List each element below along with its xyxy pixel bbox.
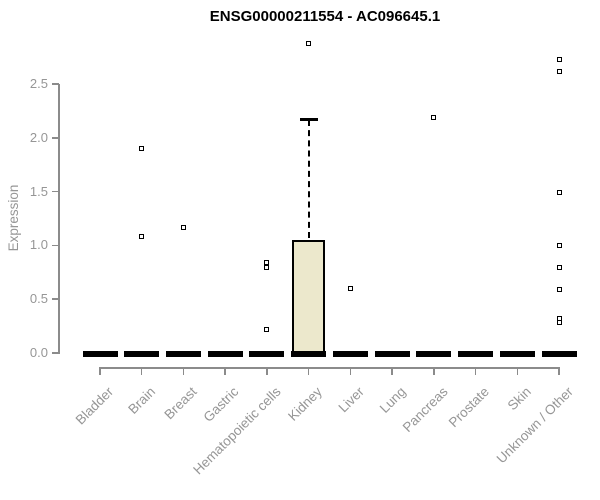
median-bar (499, 350, 535, 357)
median-bar (332, 350, 368, 357)
x-tick (433, 368, 435, 375)
outlier-point (264, 326, 270, 332)
median-bar (82, 350, 118, 357)
outlier-point (556, 242, 562, 248)
outlier-point (139, 146, 145, 152)
median-bar (207, 350, 243, 357)
outlier-point (139, 234, 145, 240)
outlier-point (347, 285, 353, 291)
y-tick-label: 1.5 (29, 183, 48, 199)
x-tick (474, 368, 477, 375)
x-tick-label: Bladder (73, 384, 117, 428)
outlier-point (556, 320, 562, 326)
x-tick (182, 368, 185, 375)
x-tick-label: Kidney (285, 384, 326, 424)
outlier-point (306, 40, 312, 46)
whisker-line (307, 119, 310, 238)
outlier-point (264, 265, 270, 271)
y-tick (52, 137, 59, 139)
y-axis-label: Expression (6, 184, 21, 252)
outlier-point (264, 260, 270, 266)
y-tick-label: 2.0 (29, 129, 48, 145)
x-tick (140, 368, 143, 375)
x-tick (99, 368, 101, 375)
y-tick (52, 244, 59, 247)
outlier-point (556, 265, 562, 271)
x-tick (307, 368, 310, 375)
outlier-point (180, 224, 186, 230)
outlier-point (556, 56, 562, 62)
y-tick-label: 0.5 (29, 291, 48, 307)
outlier-point (556, 68, 562, 74)
x-tick (558, 368, 560, 375)
y-tick-label: 1.0 (29, 237, 48, 253)
x-tick-label: Prostate (445, 384, 493, 431)
x-tick-label: Unknown / Other (493, 384, 576, 467)
x-tick (266, 368, 268, 375)
chart-title: ENSG00000211554 - AC096645.1 (209, 8, 441, 25)
y-tick (52, 298, 59, 300)
y-tick (52, 352, 59, 354)
median-bar (165, 350, 201, 357)
median-bar (291, 350, 327, 357)
median-bar (374, 350, 410, 357)
median-bar (458, 350, 494, 357)
x-tick-label: Breast (161, 384, 201, 423)
y-tick-label: 0.0 (29, 345, 48, 360)
y-axis-line (58, 84, 60, 354)
median-bar (249, 350, 285, 357)
x-tick (224, 368, 226, 375)
x-tick-label: Lung (376, 384, 409, 416)
outlier-point (556, 287, 562, 293)
y-tick-label: 2.5 (29, 76, 48, 91)
median-bar (541, 350, 577, 357)
median-bar (124, 350, 160, 357)
y-tick (52, 83, 59, 85)
y-tick (52, 190, 59, 193)
x-tick (516, 368, 519, 375)
median-bar (416, 350, 452, 357)
x-tick-label: Skin (504, 384, 534, 414)
x-tick-label: Liver (335, 384, 367, 416)
x-tick (391, 368, 393, 375)
outlier-point (556, 190, 562, 196)
x-tick-label: Pancreas (399, 384, 451, 435)
box (292, 240, 326, 356)
x-tick-label: Gastric (200, 384, 242, 425)
x-tick (349, 368, 352, 375)
x-axis-line (99, 367, 560, 369)
x-tick-label: Brain (125, 384, 159, 417)
outlier-point (431, 114, 437, 120)
